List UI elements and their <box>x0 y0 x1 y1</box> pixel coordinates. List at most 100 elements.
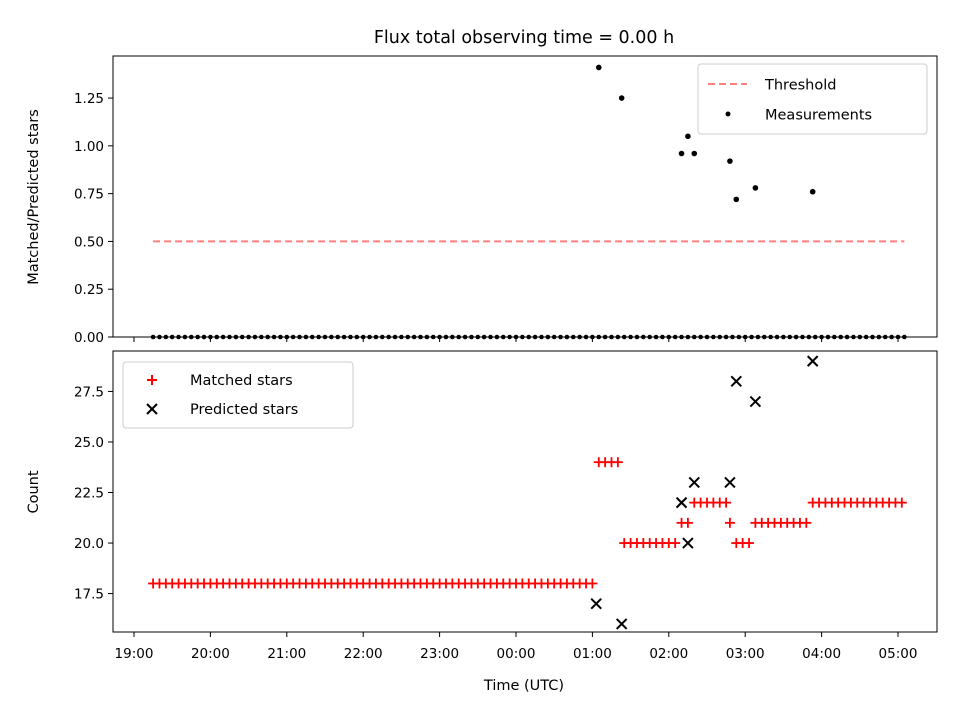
legend-measurements-swatch <box>725 111 731 117</box>
measurement-point <box>278 334 283 340</box>
measurement-point <box>577 334 582 340</box>
predicted-star-point <box>806 355 819 367</box>
measurement-point <box>717 334 723 340</box>
measurement-point <box>163 334 169 340</box>
measurement-point <box>469 334 474 340</box>
measurement-point <box>367 334 372 340</box>
x-tick-label: 03:00 <box>726 646 765 662</box>
measurement-point <box>602 334 608 340</box>
measurement-point <box>500 334 506 340</box>
measurements-series <box>150 64 907 340</box>
measurement-point <box>233 334 239 340</box>
measurement-point <box>182 334 188 340</box>
measurement-point <box>685 334 691 340</box>
measurement-point <box>329 334 334 340</box>
measurement-point <box>539 334 544 340</box>
measurement-point <box>551 334 557 340</box>
measurement-point <box>736 334 742 340</box>
top-y-tick-label: 0.50 <box>74 234 104 250</box>
predicted-star-point <box>615 618 628 630</box>
measurement-point <box>618 95 625 101</box>
legend-threshold-label: Threshold <box>764 78 836 94</box>
predicted-star-point <box>688 476 700 489</box>
top-y-tick-label: 0.25 <box>74 282 104 298</box>
measurement-point <box>532 334 538 340</box>
measurement-point <box>208 334 213 340</box>
measurement-point <box>634 334 640 340</box>
measurement-point <box>348 334 353 340</box>
measurement-point <box>838 334 843 340</box>
measurement-point <box>513 334 519 340</box>
measurement-point <box>800 334 805 340</box>
legend-matched-swatch <box>147 375 157 385</box>
top-y-tick-label: 1.00 <box>74 139 104 155</box>
measurement-point <box>271 334 277 340</box>
matched-star-point <box>612 457 623 468</box>
measurement-point <box>902 334 907 340</box>
measurement-point <box>201 334 207 340</box>
measurement-point <box>857 334 863 340</box>
measurement-point <box>678 150 685 157</box>
predicted-star-point <box>749 395 762 408</box>
measurement-point <box>742 334 748 340</box>
measurement-point <box>787 334 793 340</box>
bottom-x-axis: 19:00 20:00 21:00 22:00 23:00 00:00 01:00 02:00… <box>115 632 917 662</box>
matched-star-point <box>682 517 693 528</box>
measurement-point <box>430 334 436 340</box>
measurement-point <box>290 334 296 340</box>
bottom-legend: Matched stars Predicted stars <box>122 361 354 429</box>
matched-star-point <box>744 538 755 549</box>
measurement-point <box>488 334 493 340</box>
bottom-y-tick-label: 22.5 <box>74 486 104 502</box>
measurement-point <box>456 334 462 340</box>
legend-measurements-label: Measurements <box>765 108 872 124</box>
top-y-tick-label: 1.25 <box>74 91 104 107</box>
measurement-point <box>621 334 627 340</box>
measurement-point <box>876 334 882 340</box>
measurement-point <box>571 334 576 340</box>
measurement-point <box>615 334 621 340</box>
measurement-point <box>520 334 525 340</box>
measurement-point <box>749 334 754 340</box>
measurement-point <box>303 334 309 340</box>
measurement-point <box>443 334 449 340</box>
measurement-point <box>341 334 347 340</box>
x-tick-label: 00:00 <box>497 646 536 662</box>
matched-stars-series <box>148 457 907 589</box>
measurement-point <box>774 334 780 340</box>
measurement-point <box>558 334 563 340</box>
measurement-point <box>450 334 455 340</box>
measurement-point <box>870 334 875 340</box>
measurement-point <box>672 334 678 340</box>
measurement-point <box>825 334 831 340</box>
x-tick-label: 01:00 <box>573 646 612 662</box>
measurement-point <box>882 334 888 340</box>
measurement-point <box>437 334 442 340</box>
measurement-point <box>768 334 773 340</box>
measurement-point <box>691 150 698 157</box>
measurement-point <box>481 334 487 340</box>
measurement-point <box>265 334 271 340</box>
measurement-point <box>316 334 321 340</box>
measurement-point <box>150 334 156 340</box>
matched-star-point <box>801 517 812 528</box>
x-tick-label: 21:00 <box>267 646 306 662</box>
measurement-point <box>711 334 716 340</box>
legend-predicted-label: Predicted stars <box>190 402 298 418</box>
measurement-point <box>297 334 302 340</box>
measurement-point <box>595 64 602 71</box>
measurement-point <box>373 334 379 340</box>
x-tick-label: 20:00 <box>191 646 230 662</box>
matched-star-point <box>721 497 732 508</box>
x-tick-label: 23:00 <box>420 646 459 662</box>
bottom-y-tick-label: 20.0 <box>74 536 104 552</box>
bottom-y-axis: 17.5 20.0 22.5 25.0 27.5 <box>74 384 113 603</box>
measurement-point <box>685 133 691 140</box>
measurement-point <box>781 334 786 340</box>
measurement-point <box>418 334 423 340</box>
top-y-tick-label: 0.75 <box>74 187 104 203</box>
measurement-point <box>698 334 703 340</box>
measurement-point <box>809 188 816 195</box>
measurement-point <box>704 334 710 340</box>
measurement-point <box>169 334 175 340</box>
